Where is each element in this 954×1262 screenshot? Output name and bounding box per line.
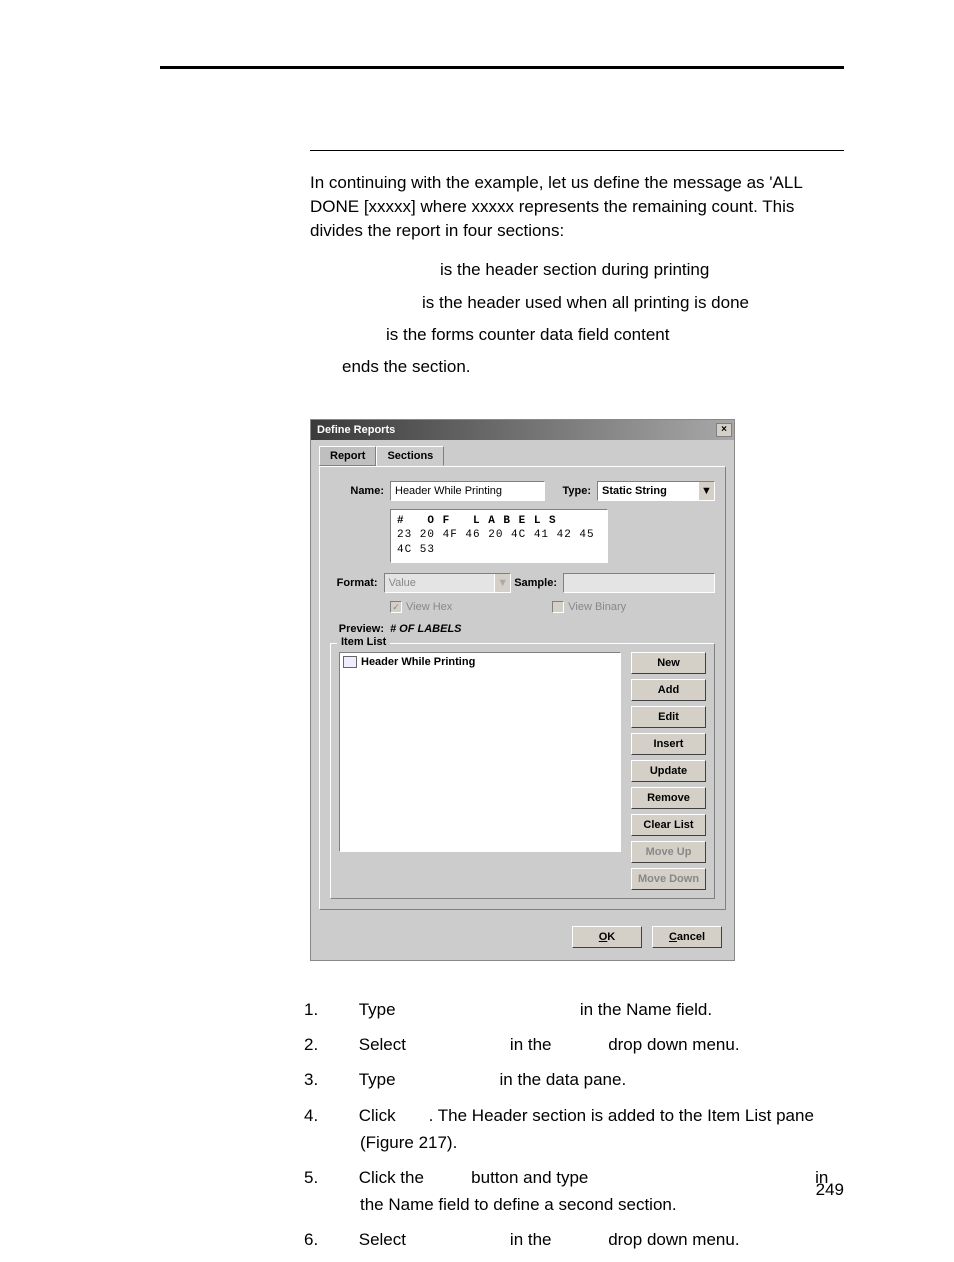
remove-button[interactable]: Remove [631,787,706,809]
mid-rule [310,150,844,151]
checkbox-icon [552,601,564,613]
cancel-button[interactable]: Cancel [652,926,722,948]
dialog-titlebar: Define Reports × [311,420,734,440]
steps-list: 1. Type in the Name field. 2. Select in … [332,996,844,1254]
format-label: Format: [330,577,378,589]
section-item: is the forms counter data field content [386,319,844,351]
type-label: Type: [545,485,591,497]
format-value: Value [389,577,416,589]
chevron-down-icon: ▼ [494,574,510,592]
type-dropdown[interactable]: Static String ▼ [597,481,715,501]
name-input[interactable] [390,481,545,501]
item-icon [343,656,357,668]
section-list: is the header section during printing is… [330,254,844,383]
new-button[interactable]: New [631,652,706,674]
step-3: 3. Type in the data pane. [350,1066,844,1093]
section-item: is the header used when all printing is … [422,287,844,319]
step-5: 5. Click the button and type in the Name… [350,1164,844,1218]
section-item: ends the section. [342,351,844,383]
item-list-legend: Item List [337,636,390,648]
page-number: 249 [816,1180,844,1200]
move-down-button: Move Down [631,868,706,890]
preview-value: # OF LABELS [390,623,462,635]
chevron-down-icon: ▼ [698,482,714,500]
tab-sections[interactable]: Sections [376,446,444,466]
step-4: 4. Click . The Header section is added t… [350,1102,844,1156]
step-6: 6. Select in the drop down menu. [350,1226,844,1253]
define-reports-dialog: Define Reports × Report Sections Name: T… [310,419,735,962]
checkbox-icon: ✓ [390,601,402,613]
dialog-body: Name: Type: Static String ▼ # O F L A B … [319,466,726,911]
add-button[interactable]: Add [631,679,706,701]
data-pane[interactable]: # O F L A B E L S 23 20 4F 46 20 4C 41 4… [390,509,608,564]
view-hex-checkbox: ✓ View Hex [390,601,452,613]
intro-paragraph: In continuing with the example, let us d… [310,171,844,242]
insert-button[interactable]: Insert [631,733,706,755]
clear-list-button[interactable]: Clear List [631,814,706,836]
item-list-fieldset: Item List Header While Printing New Add … [330,643,715,899]
top-rule [160,66,844,69]
name-label: Name: [330,485,384,497]
dialog-title: Define Reports [317,424,395,436]
hex-bytes: 23 20 4F 46 20 4C 41 42 45 4C 53 [397,528,601,558]
sample-label: Sample: [511,577,557,589]
step-2: 2. Select in the drop down menu. [350,1031,844,1058]
ok-button[interactable]: OK [572,926,642,948]
tab-report[interactable]: Report [319,446,376,466]
item-list-pane[interactable]: Header While Printing [339,652,621,852]
section-item: is the header section during printing [440,254,844,286]
edit-button[interactable]: Edit [631,706,706,728]
dialog-footer: OK Cancel [311,918,734,960]
dialog-tabs: Report Sections [311,440,734,466]
sample-input [563,573,715,593]
close-icon[interactable]: × [716,423,732,437]
view-binary-checkbox: View Binary [552,601,626,613]
move-up-button: Move Up [631,841,706,863]
hex-chars: # O F L A B E L S [397,514,601,529]
format-dropdown: Value ▼ [384,573,512,593]
item-list-buttons: New Add Edit Insert Update Remove Clear … [631,652,706,890]
page-content: In continuing with the example, let us d… [310,150,844,1262]
update-button[interactable]: Update [631,760,706,782]
step-1: 1. Type in the Name field. [350,996,844,1023]
type-value: Static String [602,485,667,497]
dialog-screenshot: Define Reports × Report Sections Name: T… [310,419,844,962]
preview-label: Preview: [330,623,384,635]
list-item[interactable]: Header While Printing [343,656,617,668]
